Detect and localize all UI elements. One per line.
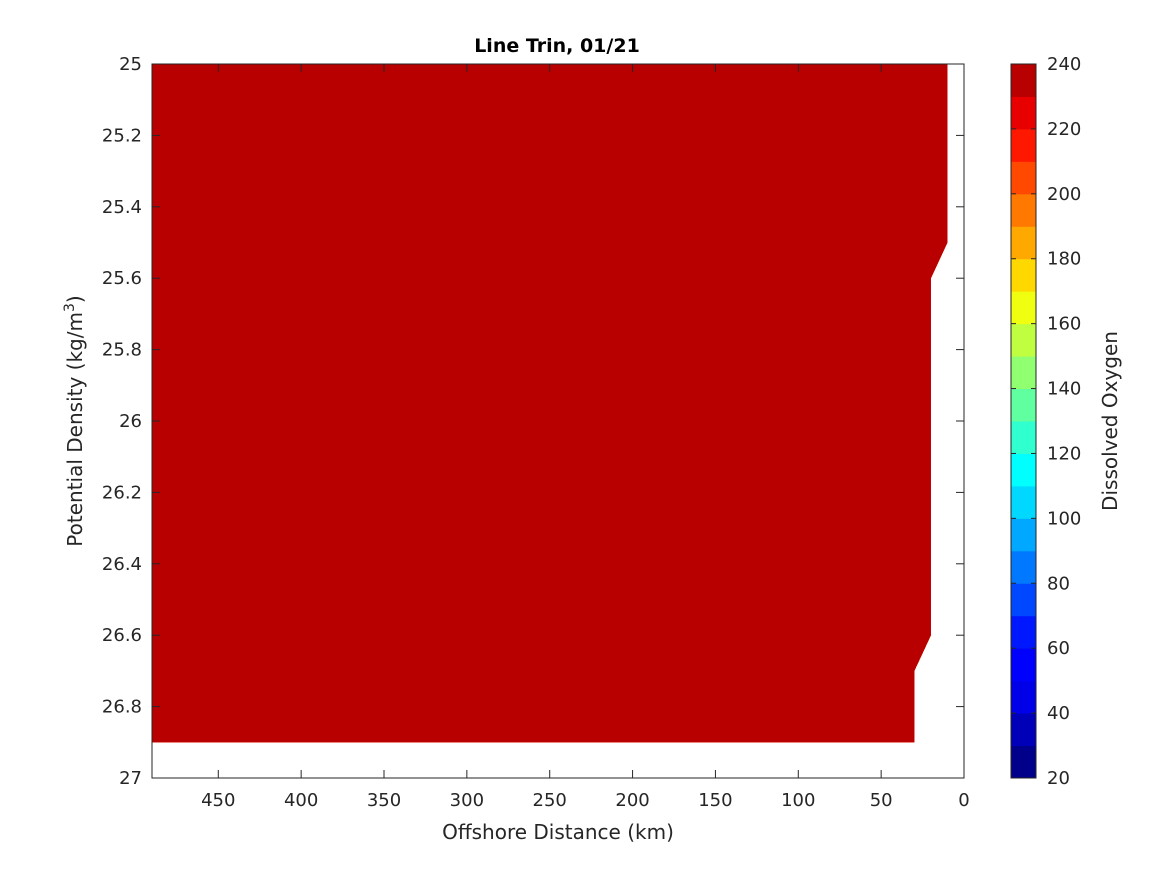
y-tick-label: 26.2 xyxy=(102,482,142,503)
colorbar-swatch-170 xyxy=(1011,258,1036,292)
x-tick-label: 450 xyxy=(201,790,235,811)
y-axis-title-superscript: 3 xyxy=(62,303,78,312)
colorbar-tick-label: 180 xyxy=(1047,249,1081,270)
y-tick-label: 25.2 xyxy=(102,125,142,146)
colorbar-swatch-20 xyxy=(1011,745,1036,779)
colorbar-title: Dissolved Oxygen xyxy=(1098,331,1122,511)
x-axis: 450 400 350 300 250 200 150 100 50 0 xyxy=(201,64,970,811)
x-tick-label: 50 xyxy=(870,790,893,811)
y-tick-label: 26.4 xyxy=(102,554,142,575)
colorbar-tick-label: 20 xyxy=(1047,768,1070,789)
y-tick-label: 25.8 xyxy=(102,340,142,361)
y-axis: 25 25.2 25.4 25.6 25.8 26 26.2 26.4 26.6 26.8 27 xyxy=(102,54,964,789)
y-axis-title: Potential Density (kg/m3) xyxy=(62,295,87,546)
colorbar-tick-label: 160 xyxy=(1047,314,1081,335)
colorbar-tick-label: 140 xyxy=(1047,379,1081,400)
colorbar-tick-label: 220 xyxy=(1047,119,1081,140)
colorbar-swatch-120 xyxy=(1011,421,1036,454)
colorbar-swatch-190 xyxy=(1011,193,1036,227)
colorbar-swatch-70 xyxy=(1011,583,1036,617)
y-tick-label: 26.8 xyxy=(102,697,142,718)
x-tick-label: 0 xyxy=(958,790,969,811)
x-tick-label: 200 xyxy=(615,790,649,811)
colorbar-ticks: 20 40 60 80 100 120 140 160 180 200 220 240 xyxy=(1011,54,1081,789)
y-axis-title-main: Potential Density (kg/m xyxy=(63,312,87,547)
colorbar-swatch-60 xyxy=(1011,615,1036,649)
chart-title: Line Trin, 01/21 xyxy=(474,35,640,57)
x-tick-label: 100 xyxy=(781,790,815,811)
y-tick-label: 27 xyxy=(119,768,142,789)
contour-bands xyxy=(152,64,948,743)
colorbar-swatches xyxy=(1011,64,1036,779)
y-tick-label: 25.4 xyxy=(102,197,142,218)
colorbar-swatch-210 xyxy=(1011,128,1036,162)
x-tick-label: 300 xyxy=(450,790,484,811)
y-tick-label: 26.6 xyxy=(102,625,142,646)
colorbar-tick-label: 100 xyxy=(1047,508,1081,529)
x-tick-label: 250 xyxy=(533,790,567,811)
colorbar-tick-label: 120 xyxy=(1047,443,1081,464)
colorbar-swatch-220 xyxy=(1011,96,1036,130)
colorbar-swatch-30 xyxy=(1011,713,1036,747)
colorbar-swatch-140 xyxy=(1011,356,1036,390)
y-tick-label: 25.6 xyxy=(102,268,142,289)
colorbar-tick-label: 200 xyxy=(1047,184,1081,205)
colorbar-swatch-80 xyxy=(1011,550,1036,584)
colorbar-swatch-200 xyxy=(1011,161,1036,195)
x-axis-title: Offshore Distance (km) xyxy=(442,820,674,844)
colorbar-swatch-230 xyxy=(1011,64,1036,97)
plot-area xyxy=(151,63,965,779)
colorbar-frame xyxy=(1010,63,1037,779)
x-tick-label: 350 xyxy=(367,790,401,811)
colorbar-swatch-50 xyxy=(1011,648,1036,682)
colorbar-tick-label: 60 xyxy=(1047,638,1070,659)
colorbar-tick-label: 240 xyxy=(1047,54,1081,75)
colorbar-swatch-90 xyxy=(1011,518,1036,552)
colorbar-swatch-180 xyxy=(1011,226,1036,260)
y-tick-label: 26 xyxy=(119,411,142,432)
x-tick-label: 400 xyxy=(284,790,318,811)
colorbar-swatch-160 xyxy=(1011,291,1036,325)
colorbar-swatch-40 xyxy=(1011,680,1036,714)
colorbar-swatch-130 xyxy=(1011,388,1036,422)
colorbar-swatch-100 xyxy=(1011,485,1036,519)
colorbar-tick-label: 80 xyxy=(1047,573,1070,594)
colorbar-swatch-110 xyxy=(1011,453,1036,487)
x-tick-label: 150 xyxy=(698,790,732,811)
colorbar: 20 40 60 80 100 120 140 160 180 200 220 240 xyxy=(1010,54,1081,789)
colorbar-tick-label: 40 xyxy=(1047,703,1070,724)
y-tick-label: 25 xyxy=(119,54,142,75)
y-axis-title-close: ) xyxy=(63,295,87,303)
colorbar-swatch-150 xyxy=(1011,323,1036,357)
contour-band-230 xyxy=(152,64,948,743)
